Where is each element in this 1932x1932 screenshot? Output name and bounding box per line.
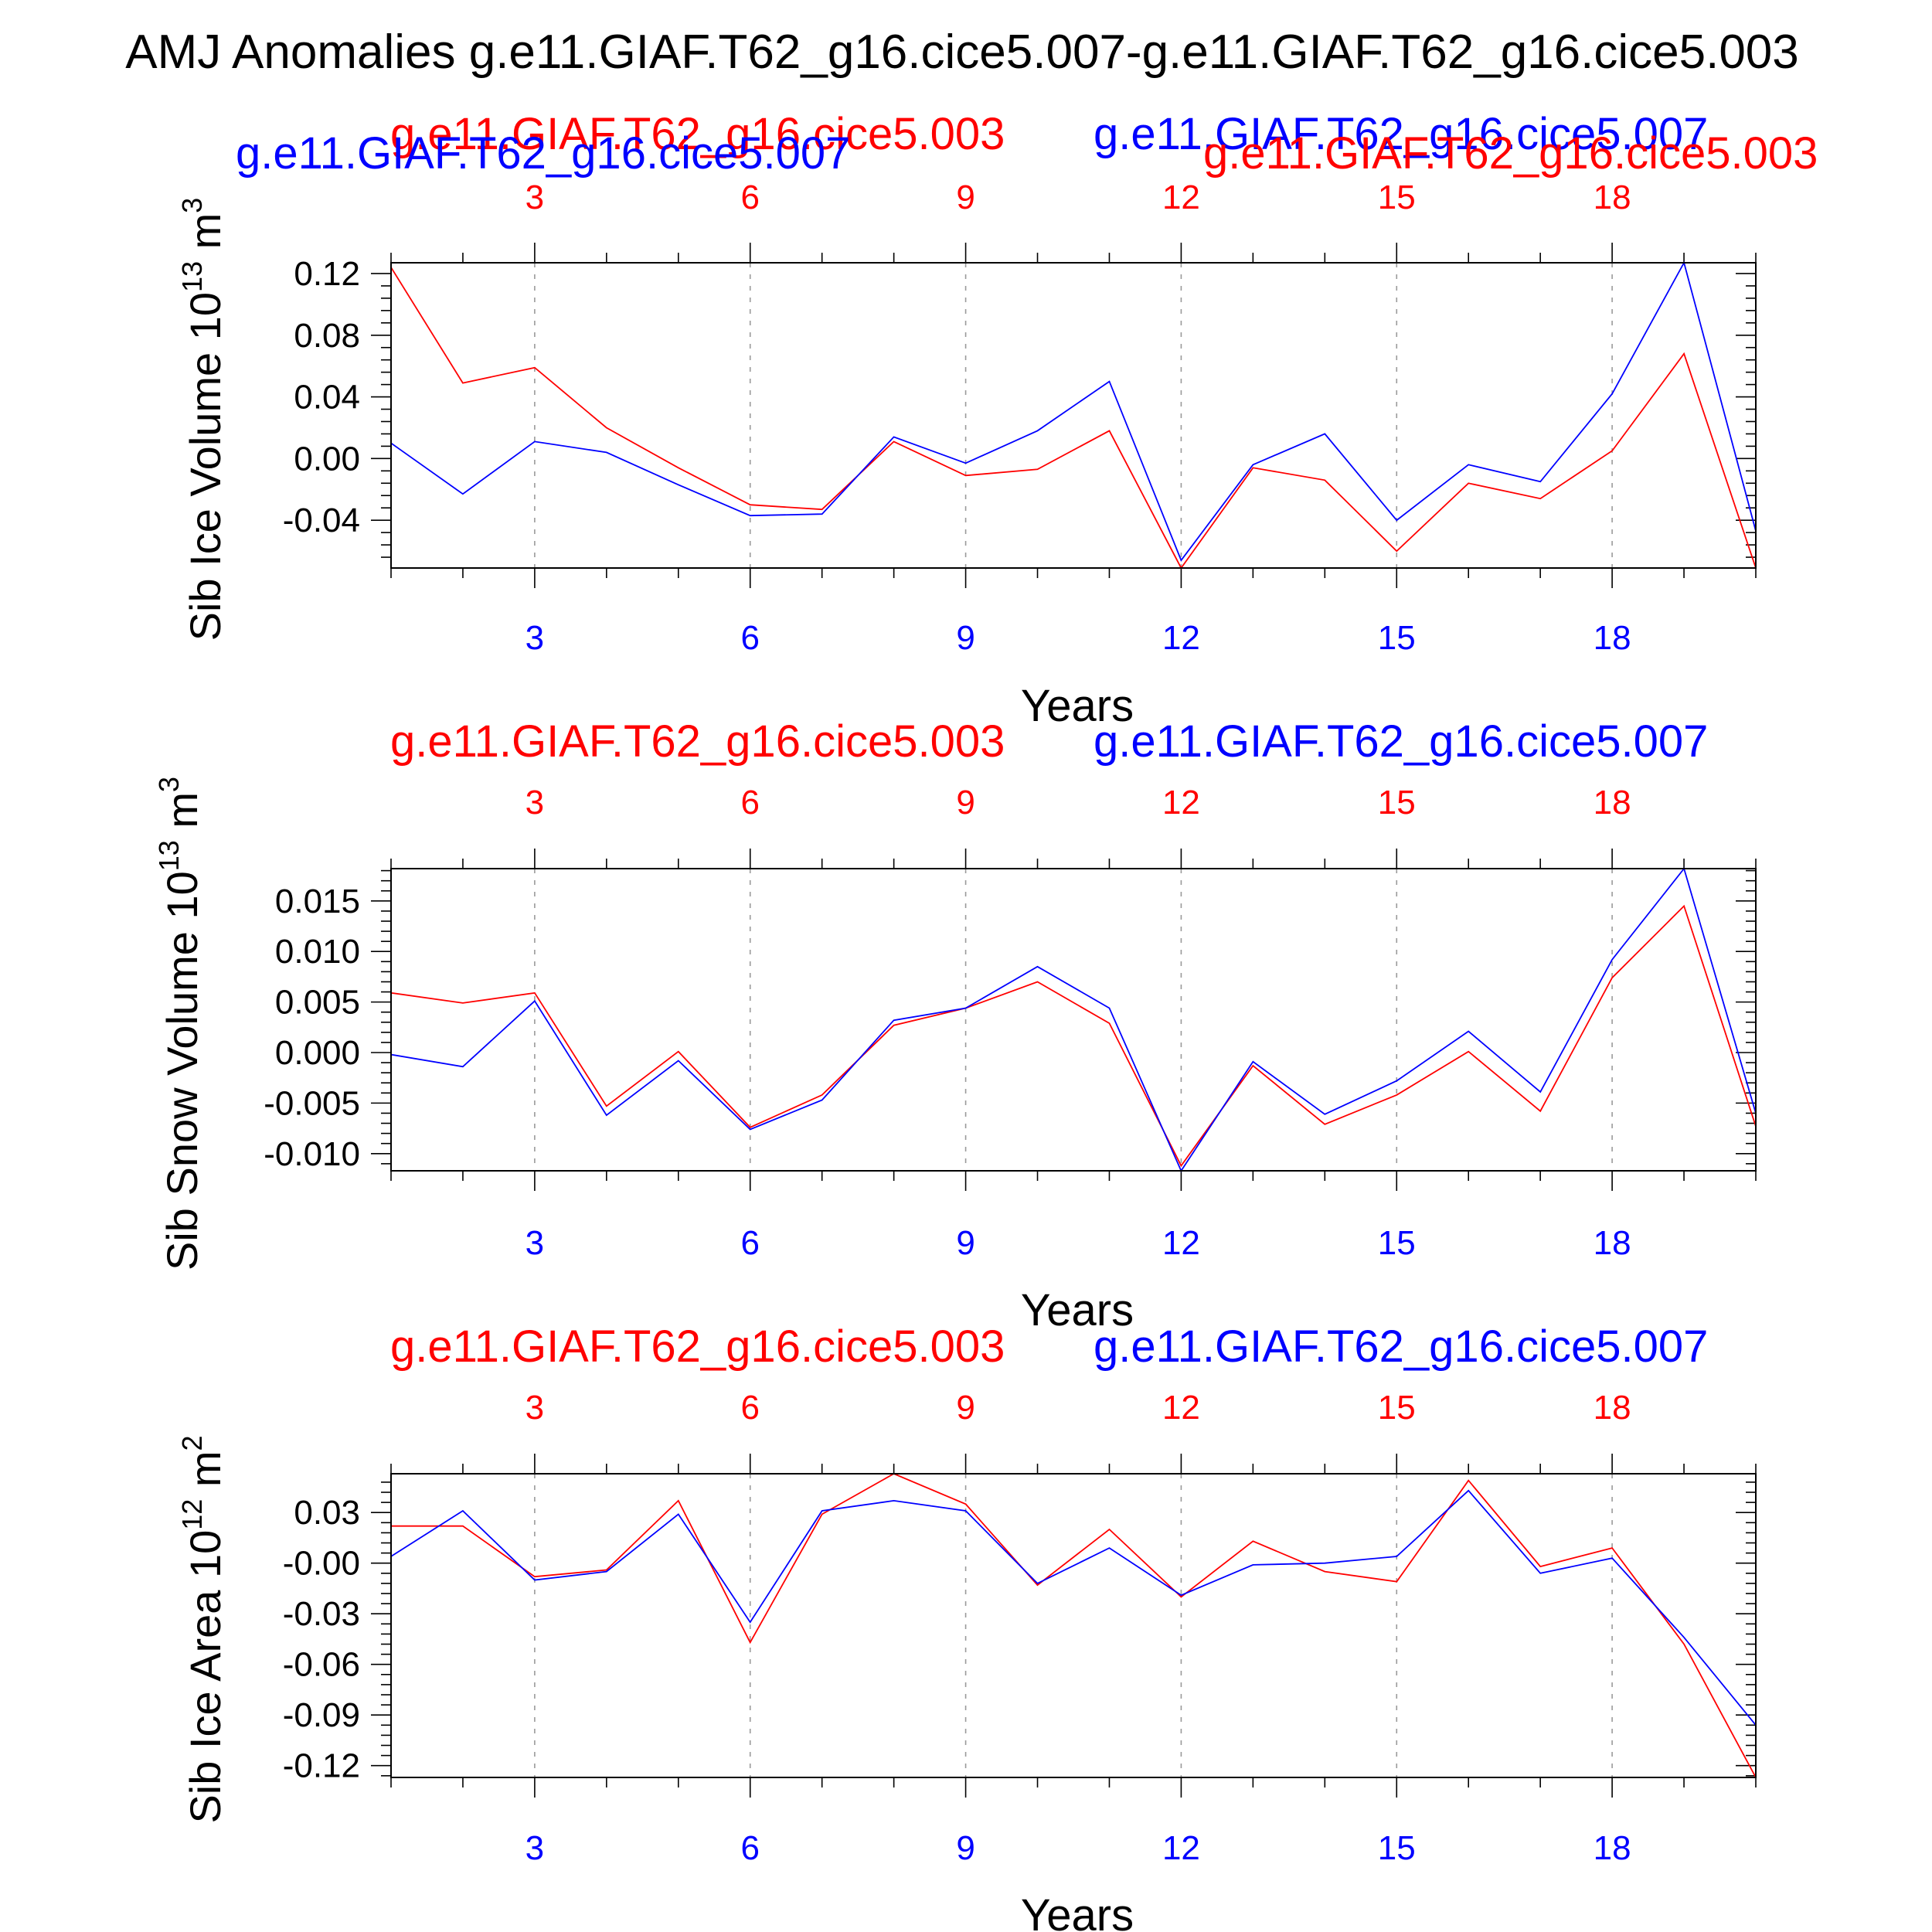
- series-label-blue: g.e11.GIAF.T62_g16.cice5.007: [236, 128, 850, 179]
- series-label-red: g.e11.GIAF.T62_g16.cice5.003: [390, 109, 1005, 159]
- series-label-blue: g.e11.GIAF.T62_g16.cice5.007: [1094, 716, 1708, 767]
- x-axis-label: Years: [1021, 1890, 1134, 1932]
- series-line-blue: [390, 867, 1757, 1172]
- x-top-tick-label: 12: [1162, 179, 1200, 216]
- y-tick-label: -0.12: [283, 1747, 360, 1785]
- x-top-tick-label: 18: [1594, 179, 1631, 216]
- series-line-red: [390, 267, 1757, 570]
- series-label-blue-right: g.e11.GIAF.T62_g16.cice5.007: [1094, 109, 1708, 159]
- x-top-tick-label: 6: [740, 179, 759, 216]
- y-tick-label: -0.010: [264, 1135, 360, 1173]
- series-label-red-right: g.e11.GIAF.T62_g16.cice5.003: [1203, 128, 1818, 179]
- x-top-tick-label: 15: [1378, 179, 1416, 216]
- y-axis-label: Sib Ice Area 1012 m2: [176, 1435, 230, 1823]
- x-bottom-tick-label: 9: [956, 1829, 975, 1867]
- y-tick-label: 0.04: [294, 379, 360, 417]
- x-bottom-tick-label: 6: [740, 619, 759, 657]
- y-axis-label-part: Sib Ice Volume 10: [181, 292, 230, 641]
- y-axis-label-part: m: [181, 1451, 230, 1498]
- y-tick-label: -0.03: [283, 1595, 360, 1633]
- x-top-tick-label: 6: [740, 784, 759, 821]
- plot-frame: [390, 262, 1757, 569]
- series-label-red: g.e11.GIAF.T62_g16.cice5.003: [390, 1321, 1005, 1372]
- x-bottom-tick-label: 9: [956, 1224, 975, 1262]
- y-tick-label: 0.03: [294, 1494, 360, 1532]
- x-bottom-tick-label: 15: [1378, 1829, 1416, 1867]
- panel-ice-area: g.e11.GIAF.T62_g16.cice5.003 g.e11.GIAF.…: [176, 1321, 1757, 1932]
- y-axis-label-part: 13: [176, 261, 208, 292]
- x-top-tick-label: 12: [1162, 1389, 1200, 1427]
- x-bottom-tick-label: 3: [526, 619, 544, 657]
- y-axis-label-part: 3: [153, 777, 185, 792]
- x-bottom-tick-label: 3: [526, 1829, 544, 1867]
- x-top-tick-label: 15: [1378, 1389, 1416, 1427]
- series-line-red: [391, 1472, 1757, 1778]
- y-tick-label: 0.005: [275, 984, 360, 1022]
- x-bottom-tick-label: 12: [1162, 619, 1200, 657]
- y-tick-label: 0.12: [294, 255, 360, 293]
- y-tick-label: -0.04: [283, 502, 360, 539]
- y-tick-label: 0.015: [275, 883, 360, 920]
- x-top-tick-label: 9: [956, 179, 975, 216]
- x-bottom-tick-label: 9: [956, 619, 975, 657]
- series-label-red: g.e11.GIAF.T62_g16.cice5.003: [390, 716, 1005, 767]
- y-tick-label: 0.08: [294, 317, 360, 355]
- x-top-tick-label: 12: [1162, 784, 1200, 821]
- y-tick-label: -0.06: [283, 1646, 360, 1684]
- panel-ice-volume: g.e11.GIAF.T62_g16.cice5.003 g.e11.GIAF.…: [176, 109, 1818, 731]
- x-bottom-tick-label: 6: [740, 1829, 759, 1867]
- y-axis-label-part: 13: [153, 840, 185, 871]
- plot-frame: [390, 1473, 1757, 1778]
- y-axis-label-part: 12: [176, 1499, 208, 1530]
- series-line-red: [390, 904, 1757, 1168]
- series-line-blue: [390, 1489, 1757, 1726]
- y-axis-label-part: Sib Snow Volume 10: [158, 871, 206, 1270]
- y-axis-label-part: Sib Ice Area 10: [181, 1530, 230, 1824]
- y-tick-label: 0.010: [275, 933, 360, 971]
- plot-frame: [390, 868, 1757, 1172]
- x-top-tick-label: 3: [526, 784, 544, 821]
- y-tick-label: 0.00: [294, 440, 360, 478]
- x-top-tick-label: 9: [956, 784, 975, 821]
- y-axis-label-part: m: [181, 213, 230, 261]
- y-tick-label: -0.09: [283, 1696, 360, 1734]
- y-axis-label-part: 3: [176, 198, 208, 213]
- y-tick-label: -0.005: [264, 1084, 360, 1122]
- y-tick-label: -0.00: [283, 1545, 360, 1583]
- y-axis-label-part: m: [158, 792, 206, 840]
- x-bottom-tick-label: 12: [1162, 1224, 1200, 1262]
- x-bottom-tick-label: 18: [1594, 1829, 1631, 1867]
- x-bottom-tick-label: 15: [1378, 1224, 1416, 1262]
- x-top-tick-label: 6: [740, 1389, 759, 1427]
- x-bottom-tick-label: 3: [526, 1224, 544, 1262]
- x-bottom-tick-label: 15: [1378, 619, 1416, 657]
- x-bottom-tick-label: 12: [1162, 1829, 1200, 1867]
- x-bottom-tick-label: 18: [1594, 1224, 1631, 1262]
- y-axis-label: Sib Snow Volume 1013 m3: [153, 777, 206, 1270]
- x-top-tick-label: 18: [1594, 784, 1631, 821]
- main-title: AMJ Anomalies g.e11.GIAF.T62_g16.cice5.0…: [125, 26, 1799, 79]
- series-label-blue: g.e11.GIAF.T62_g16.cice5.007: [1094, 1321, 1708, 1372]
- x-top-tick-label: 3: [526, 179, 544, 216]
- x-top-tick-label: 9: [956, 1389, 975, 1427]
- x-bottom-tick-label: 6: [740, 1224, 759, 1262]
- panel-snow-volume: g.e11.GIAF.T62_g16.cice5.003 g.e11.GIAF.…: [153, 716, 1757, 1335]
- x-axis-label: Years: [1021, 1285, 1134, 1335]
- y-axis-label-part: 2: [176, 1435, 208, 1451]
- y-axis-label: Sib Ice Volume 1013 m3: [176, 198, 230, 641]
- x-top-tick-label: 18: [1594, 1389, 1631, 1427]
- x-axis-label: Years: [1021, 681, 1134, 731]
- x-top-tick-label: 15: [1378, 784, 1416, 821]
- x-top-tick-label: 3: [526, 1389, 544, 1427]
- x-bottom-tick-label: 18: [1594, 619, 1631, 657]
- y-tick-label: 0.000: [275, 1034, 360, 1072]
- series-line-blue: [390, 260, 1757, 562]
